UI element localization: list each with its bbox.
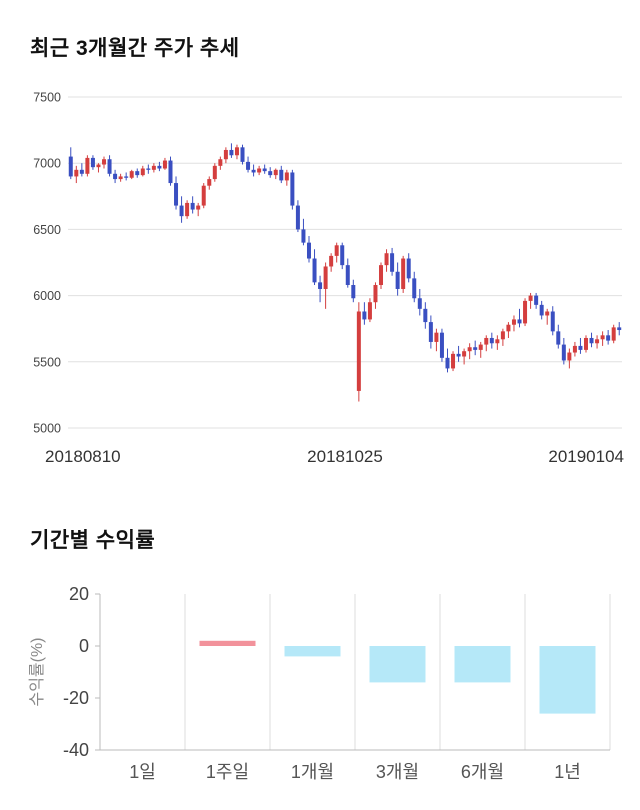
svg-text:6500: 6500 <box>33 223 61 237</box>
svg-text:수익률(%): 수익률(%) <box>28 637 46 706</box>
svg-text:5000: 5000 <box>33 422 61 436</box>
svg-text:1년: 1년 <box>554 762 581 782</box>
svg-text:20180810: 20180810 <box>45 447 121 466</box>
returns-chart-title: 기간별 수익률 <box>30 529 156 552</box>
svg-text:6000: 6000 <box>33 289 61 303</box>
svg-text:3개월: 3개월 <box>376 762 419 782</box>
svg-text:1주일: 1주일 <box>206 762 249 782</box>
svg-text:20: 20 <box>69 584 89 604</box>
svg-text:7500: 7500 <box>33 91 61 105</box>
svg-text:20190104: 20190104 <box>548 447 624 466</box>
svg-text:-40: -40 <box>63 740 89 760</box>
svg-text:1개월: 1개월 <box>291 762 334 782</box>
svg-text:7000: 7000 <box>33 157 61 171</box>
svg-text:0: 0 <box>79 636 89 656</box>
svg-text:5500: 5500 <box>33 355 61 369</box>
svg-text:1일: 1일 <box>129 762 156 782</box>
svg-text:20181025: 20181025 <box>307 447 383 466</box>
returns-bar-chart: 20 0 -20 -40 수익률(%) 1일 1주일 1개월 3개월 6개월 1년 <box>28 584 611 782</box>
svg-text:6개월: 6개월 <box>461 762 504 782</box>
price-candlestick-chart: 5000 5500 6000 6500 7000 7500 20180810 20181025… <box>33 91 624 467</box>
svg-text:-20: -20 <box>63 688 89 708</box>
price-chart-title: 최근 3개월간 주가 추세 <box>30 37 240 60</box>
